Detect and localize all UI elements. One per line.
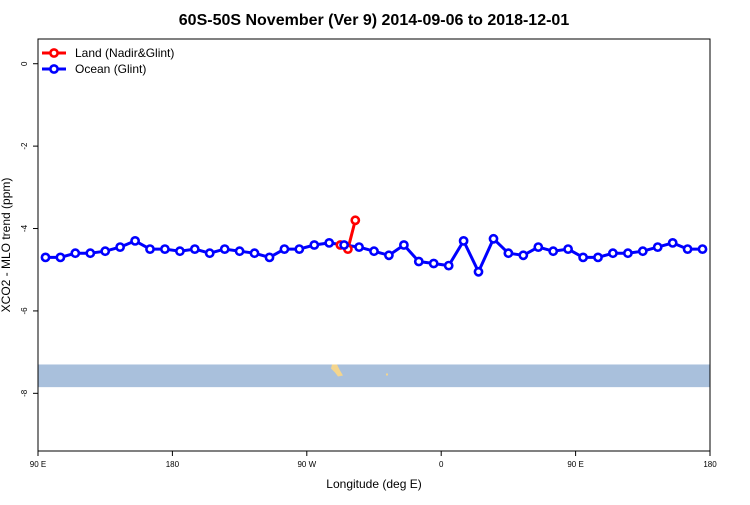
- series-1-point: [667, 237, 678, 248]
- series-1-point: [115, 242, 125, 252]
- x-tick-label: 90 E: [567, 460, 583, 469]
- x-tick-label: 90 W: [297, 460, 316, 469]
- series-1-point: [578, 252, 588, 263]
- series-1-point: [40, 252, 51, 263]
- series-1-point: [324, 237, 335, 248]
- series-1-point: [503, 248, 514, 259]
- series-1-point: [652, 242, 663, 252]
- legend-marker: [49, 64, 59, 74]
- series-1-point: [413, 256, 424, 267]
- series-1-point: [309, 240, 320, 250]
- series-1-point: [682, 244, 693, 254]
- series-1-point: [518, 250, 529, 261]
- series-1-point: [234, 246, 245, 257]
- x-tick-label: 90 E: [30, 460, 46, 469]
- map-strip: [38, 364, 710, 388]
- series-1-point: [383, 250, 394, 261]
- x-tick-label: 0: [439, 460, 444, 469]
- series-1-point: [623, 248, 633, 259]
- series-1-point: [533, 242, 544, 252]
- series-1-point: [443, 260, 454, 271]
- series-1-point: [159, 244, 170, 254]
- series-0-point: [350, 215, 361, 226]
- series-1-point: [130, 235, 140, 246]
- chart-title: 60S-50S November (Ver 9) 2014-09-06 to 2…: [179, 12, 570, 29]
- x-tick-label: 180: [703, 460, 717, 469]
- legend-marker: [49, 48, 59, 58]
- map-land-speck: [386, 373, 388, 376]
- series-1-point: [264, 252, 275, 263]
- series-1-point: [593, 252, 603, 263]
- series-1-point: [55, 252, 66, 263]
- map-land-patch: [331, 364, 343, 377]
- series-1-point: [488, 233, 499, 244]
- series-1-point: [100, 246, 111, 257]
- series-1-point: [548, 246, 559, 257]
- legend-label: Land (Nadir&Glint): [75, 46, 174, 60]
- series-1-point: [428, 258, 439, 269]
- series-1-point: [398, 240, 409, 250]
- series-1-point: [473, 266, 484, 277]
- series-1-point: [458, 235, 469, 246]
- y-tick-label: -4: [20, 224, 29, 232]
- y-axis-label: XCO2 - MLO trend (ppm): [0, 178, 13, 313]
- series-1-point: [219, 244, 230, 254]
- series-1-point: [249, 248, 260, 259]
- series-1-point: [563, 244, 573, 254]
- series-1-point: [145, 244, 155, 254]
- series-1-point: [70, 248, 81, 259]
- map-ocean-band: [38, 364, 710, 388]
- series-1-point: [174, 246, 185, 257]
- series-layer: [40, 215, 708, 277]
- legend-label: Ocean (Glint): [75, 62, 146, 76]
- y-tick-label: -6: [20, 307, 29, 315]
- series-1-point: [85, 248, 96, 259]
- series-1-point: [369, 246, 379, 257]
- legend: Land (Nadir&Glint) Ocean (Glint): [42, 46, 174, 76]
- series-1-point: [279, 244, 290, 254]
- y-tick-label: -8: [20, 389, 29, 397]
- series-1-point: [189, 244, 200, 254]
- series-1-point: [354, 242, 364, 252]
- y-tick-label: 0: [20, 61, 29, 66]
- series-1-point: [697, 244, 708, 254]
- series-1-point: [294, 244, 305, 254]
- series-1-point: [204, 248, 215, 259]
- x-axis-label: Longitude (deg E): [326, 477, 421, 491]
- x-tick-label: 180: [166, 460, 180, 469]
- series-1-point: [637, 246, 648, 257]
- series-1-point: [608, 248, 618, 259]
- y-tick-label: -2: [20, 142, 29, 150]
- axes-layer: 90 E 180 90 W 0 90 E 180 0 -2 -4 -6 -8: [20, 38, 717, 469]
- plot-frame: [37, 38, 711, 452]
- series-1-point: [339, 240, 349, 250]
